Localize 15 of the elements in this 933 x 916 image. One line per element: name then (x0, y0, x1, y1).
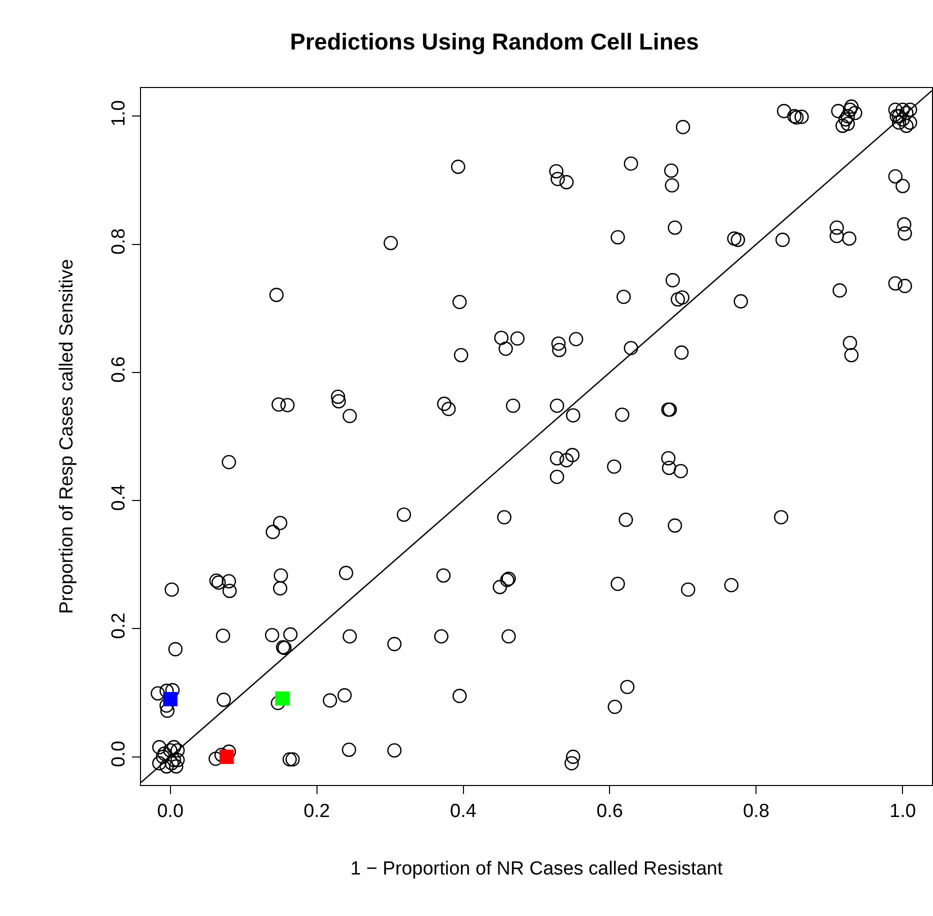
x-tick-label: 0.4 (450, 800, 477, 822)
y-tick-label: 1.0 (108, 100, 130, 127)
y-tick-label: 0.6 (108, 356, 130, 383)
chart-title: Predictions Using Random Cell Lines (290, 28, 699, 54)
x-tick-label: 0.0 (157, 800, 184, 822)
x-tick-label: 1.0 (889, 800, 916, 822)
y-tick-label: 0.8 (108, 228, 130, 255)
x-tick-label: 0.6 (596, 800, 623, 822)
x-tick-label: 0.2 (304, 800, 330, 822)
y-tick-label: 0.0 (108, 740, 130, 768)
y-axis-title: Proportion of Resp Cases called Sensitive (56, 259, 78, 614)
x-axis-title: 1 − Proportion of NR Cases called Resistant (350, 858, 724, 880)
y-tick-label: 0.4 (108, 484, 130, 511)
x-tick-label: 0.8 (743, 800, 770, 822)
y-tick-label: 0.2 (108, 612, 130, 640)
